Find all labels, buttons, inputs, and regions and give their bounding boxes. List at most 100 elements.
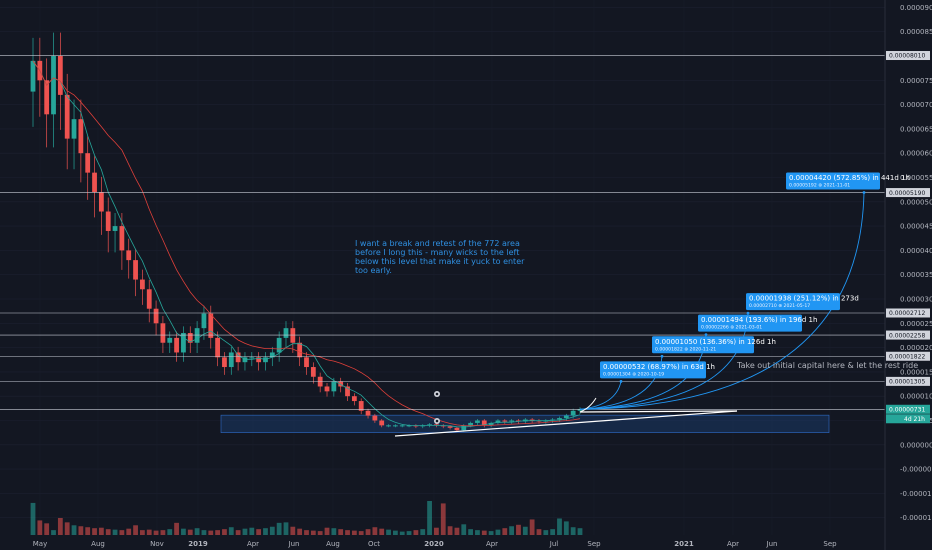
volume-bar	[557, 518, 562, 535]
level-tag-text: 0.00008010	[889, 53, 925, 60]
volume-bar	[297, 528, 303, 535]
candle-body	[297, 342, 303, 358]
callout-sub-text: 0.00002710 ⊛ 2021-05-17	[749, 303, 810, 309]
volume-bar	[44, 523, 50, 535]
text-annotations[interactable]: I want a break and retest of the 772 are…	[355, 239, 918, 370]
volume-bar	[64, 522, 70, 535]
volume-bar	[235, 530, 241, 535]
volume-bar	[201, 530, 207, 535]
candle-body	[222, 357, 227, 368]
y-tick-label: 0.00003000	[900, 296, 932, 304]
y-tick-label: 0.00007500	[900, 77, 932, 85]
candle-body	[235, 352, 241, 363]
callout-main-text: 0.00004420 (572.85%) in 441d 1h	[789, 174, 910, 182]
volume-bar	[215, 530, 221, 535]
level-tag-text: 0.00000731	[889, 406, 925, 413]
trend-lines[interactable]	[394, 410, 738, 437]
candle-body	[105, 211, 111, 231]
candle-body	[215, 337, 221, 358]
candle-body	[516, 420, 521, 422]
level-tag-bg	[886, 376, 930, 386]
volume-bar	[146, 529, 152, 535]
volume-bar	[98, 527, 104, 535]
candle-body	[351, 396, 357, 402]
volume-bar	[105, 529, 111, 535]
projection-curve	[579, 192, 865, 410]
horizontal-levels[interactable]	[0, 55, 885, 410]
candle-body	[140, 279, 145, 290]
candle-body	[406, 425, 412, 427]
candle-body	[365, 410, 371, 416]
volume-bar	[550, 529, 556, 535]
volume-bar	[563, 521, 569, 535]
analysis-note-line: below this level that make it yuck to en…	[355, 257, 525, 266]
candle-body	[44, 80, 50, 115]
volume-bar	[276, 522, 282, 535]
candle-body	[153, 308, 159, 324]
candle-body	[263, 357, 268, 363]
candle-body	[454, 427, 460, 431]
level-tag-text: 0.00002258	[889, 332, 925, 339]
volume-bar	[365, 529, 371, 535]
projection-endpoint	[704, 333, 708, 337]
analysis-note-line: I want a break and retest of the 772 are…	[355, 239, 520, 248]
volume-bar	[577, 528, 583, 535]
level-tag-text: 0.00001822	[889, 353, 925, 360]
y-tick-label: -0.00000500	[900, 466, 932, 474]
y-tick-label: 0.00003500	[900, 271, 932, 279]
volume-bar	[502, 528, 508, 535]
callout-box	[652, 336, 754, 354]
y-tick-label: 0.00008500	[900, 28, 932, 36]
candle-body	[194, 328, 200, 343]
x-tick-label: Aug	[91, 540, 105, 548]
candle-body	[85, 153, 91, 173]
y-tick-label: 0.00002500	[900, 320, 932, 328]
volume-bar	[269, 526, 275, 535]
event-marker-dot	[435, 392, 439, 396]
x-tick-label: Apr	[486, 540, 498, 548]
candle-body	[468, 422, 473, 426]
volume-bar	[543, 530, 549, 535]
candle-body	[160, 323, 166, 343]
analysis-note-line: too early.	[355, 266, 392, 275]
candle-body	[379, 420, 385, 426]
volume-bar	[78, 526, 84, 535]
candle-body	[167, 337, 173, 343]
projection-callouts[interactable]: 0.00000532 (68.97%) in 63d 1h0.00001304 …	[600, 172, 910, 379]
volume-bar	[194, 528, 200, 535]
candle-body	[228, 352, 234, 368]
volume-bar	[536, 529, 542, 535]
candle-body	[310, 367, 316, 377]
breakout-arrow	[579, 397, 597, 413]
projection-endpoint	[619, 380, 623, 383]
ma-fast-line	[32, 60, 581, 428]
volume-bar	[37, 520, 43, 535]
candle-body	[502, 420, 508, 422]
volume-bar	[222, 529, 227, 535]
level-tag-bg	[886, 308, 930, 318]
x-tick-label: Aug	[326, 540, 340, 548]
candle-body	[495, 420, 501, 423]
volume-bar	[160, 530, 166, 535]
y-tick-label: 0.00004000	[900, 247, 932, 255]
volume-bar	[475, 530, 480, 535]
y-tick-label: 0.00005500	[900, 174, 932, 182]
volume-bar	[167, 529, 173, 535]
candle-body	[201, 313, 207, 329]
level-tag-text: 0.00002712	[889, 310, 925, 317]
y-tick-label: 0.00000000	[900, 441, 932, 449]
volume-bar	[263, 528, 268, 535]
level-tag-bg	[886, 188, 930, 198]
x-tick-label: Nov	[150, 540, 164, 548]
volume-bar	[488, 531, 494, 535]
candle-body	[475, 420, 480, 423]
support-trendline	[394, 410, 738, 437]
y-tick-label: 0.00004500	[900, 223, 932, 231]
candle-body	[563, 415, 569, 419]
projection-endpoint	[746, 311, 750, 315]
time-axis[interactable]: May Aug Nov 2019 Apr Jun Aug Oct 2020 Apr Jul Sep 20…	[33, 540, 837, 548]
volume-bar	[310, 530, 316, 535]
candle-body	[372, 415, 378, 421]
volume-bar	[386, 529, 391, 535]
